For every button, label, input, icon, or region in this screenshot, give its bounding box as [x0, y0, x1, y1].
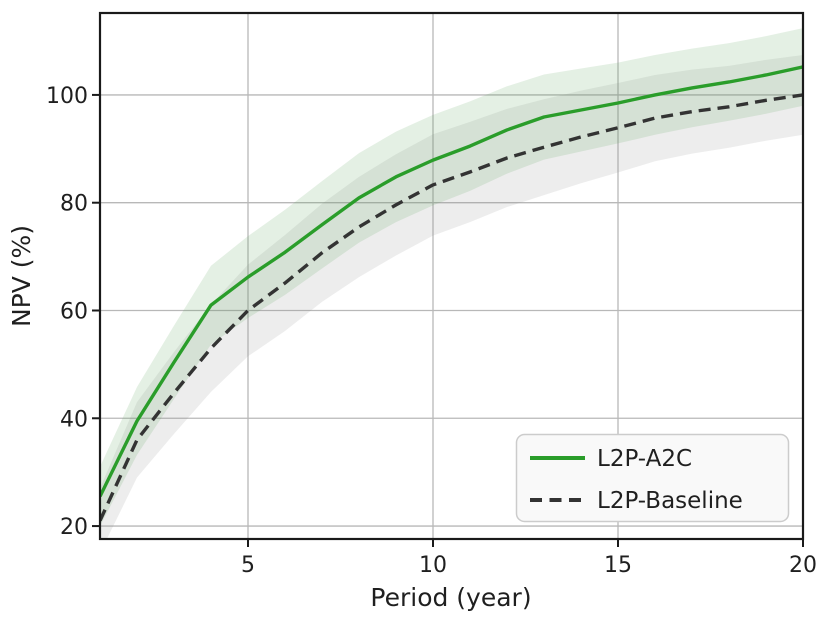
x-tick-label: 10 [419, 553, 447, 578]
tick-layer: 5 10 15 20 20 40 60 80 100 [46, 84, 817, 578]
x-axis-label: Period (year) [370, 583, 531, 612]
data-layer [100, 28, 803, 539]
y-tick-label: 80 [60, 192, 88, 217]
x-tick-label: 5 [241, 553, 255, 578]
plot-border [98, 11, 805, 541]
y-tick-label: 20 [60, 515, 88, 540]
series-line-l2p-baseline [100, 93, 803, 522]
legend: L2P-A2C L2P-Baseline [515, 433, 790, 523]
confidence-band-l2p-a2c [100, 28, 803, 527]
y-tick-label: 60 [60, 299, 88, 324]
y-axis-label: NPV (%) [7, 225, 36, 327]
legend-label-l2p-baseline: L2P-Baseline [597, 488, 743, 514]
legend-label-l2p-a2c: L2P-A2C [597, 446, 692, 472]
x-tick-label: 20 [789, 553, 817, 578]
series-line-l2p-a2c [100, 65, 803, 498]
x-tick-label: 15 [604, 553, 632, 578]
y-tick-label: 40 [60, 407, 88, 432]
y-tick-label: 100 [46, 84, 88, 109]
grid-layer [100, 13, 804, 539]
